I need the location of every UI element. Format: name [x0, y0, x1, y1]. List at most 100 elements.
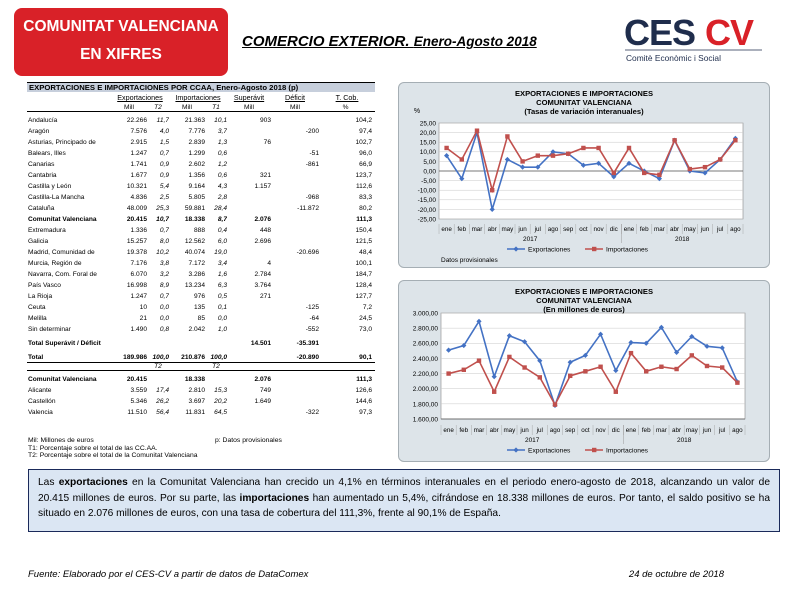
row-label: Aragón	[28, 128, 50, 135]
import-value: 210.876	[181, 353, 205, 361]
table-row: Canarias 1.741 0,9 2.602 1,2 -861 66,9	[27, 159, 375, 170]
year-label: 2017	[525, 437, 540, 444]
data-point	[583, 369, 588, 374]
x-tick-label: ene	[443, 427, 454, 434]
coverage-rate: 112,6	[355, 183, 372, 190]
coverage-rate: 104,2	[355, 117, 372, 124]
x-tick-label: abr	[672, 427, 681, 434]
import-share: 1,6	[217, 271, 227, 278]
row-label: Valencia	[28, 409, 53, 416]
table-row: Castilla-La Mancha 4.836 2,5 5.805 2,8 -968 83…	[27, 192, 375, 203]
row-label: Cataluña	[28, 205, 55, 212]
row-label: Madrid, Comunidad de	[28, 249, 95, 256]
data-point	[689, 353, 694, 358]
export-share: 0,8	[159, 326, 169, 333]
row-label: Total Superávit / Déficit	[28, 340, 101, 347]
data-point	[642, 170, 647, 176]
coverage-rate: 144,6	[355, 398, 372, 405]
x-tick-label: jul	[534, 226, 541, 233]
x-tick-label: abr	[670, 226, 679, 233]
row-label: Sin determinar	[28, 326, 71, 333]
surplus-value: 903	[259, 117, 271, 124]
x-tick-label: ene	[441, 226, 452, 233]
data-point	[505, 134, 510, 139]
data-point	[568, 373, 573, 379]
x-tick-label: feb	[459, 427, 468, 434]
import-share: 28,4	[214, 205, 227, 212]
note-units: Mil: Millones de euros	[28, 437, 94, 444]
y-tick-label: 5,00	[423, 159, 436, 166]
data-point	[657, 172, 662, 178]
note-t1: T1: Porcentaje sobre el total de las CC.…	[28, 444, 158, 452]
coverage-rate: 97,4	[359, 128, 372, 135]
coverage-rate: 66,9	[359, 161, 372, 168]
export-share: 5,4	[159, 183, 169, 190]
header-exports: Exportaciones	[117, 93, 163, 102]
prov-sub-t2: T2	[212, 363, 220, 370]
chart-rates-svg: 25,00 20,00 15,00 10,00 5,00 0,00 -5,00 -10,00 -…	[414, 108, 744, 264]
table-sub-header: Mill T2 Mill T1 Mill Mill %	[27, 103, 375, 112]
page-title-main: COMERCIO EXTERIOR.	[242, 33, 410, 50]
import-share: 1,3	[217, 139, 227, 146]
data-point	[522, 365, 527, 370]
data-point	[687, 166, 692, 172]
row-label: Castilla-La Mancha	[28, 194, 85, 201]
sub-header-t1: T1	[212, 103, 220, 111]
export-value: 11.510	[127, 409, 147, 416]
header-imports: Importaciones	[175, 93, 221, 102]
x-tick-label: jun	[519, 427, 529, 434]
row-label: Galicia	[28, 238, 49, 245]
x-tick-label: ene	[624, 226, 635, 233]
data-point	[611, 170, 616, 176]
table-row: Cantabria 1.677 0,9 1.356 0,6 321 123,7	[27, 170, 375, 181]
data-point	[444, 145, 449, 151]
deficit-value: -200	[305, 128, 319, 135]
summary-part: han aumentado un 5,4%, cifrándose en 18.…	[38, 492, 770, 520]
import-share: 2,8	[217, 194, 227, 201]
import-value: 135	[193, 304, 205, 311]
data-point	[476, 318, 482, 324]
data-point	[674, 366, 679, 372]
legend-label: Importaciones	[606, 246, 649, 253]
row-label: Ceuta	[28, 304, 46, 311]
data-point	[489, 206, 495, 212]
export-share: 2,5	[159, 194, 169, 201]
coverage-rate: 73,0	[359, 326, 372, 333]
deficit-value: -322	[305, 409, 319, 416]
import-share: 3,7	[217, 128, 227, 135]
table-row: Extremadura 1.336 0,7 888 0,4 448 150,4	[27, 225, 375, 236]
import-share: 0,4	[217, 227, 227, 234]
chart2-title-1: EXPORTACIONES E IMPORTACIONES	[514, 287, 654, 296]
coverage-rate: 111,3	[356, 376, 372, 383]
import-value: 2.042	[188, 326, 205, 333]
export-value: 7.576	[130, 128, 147, 135]
export-value: 16.998	[126, 282, 147, 289]
table-row: Melilla 21 0,0 85 0,0 -64 24,5	[27, 313, 375, 324]
header-surplus: Superávit	[233, 93, 265, 102]
export-share: 0,7	[159, 150, 169, 157]
export-share: 0,7	[159, 293, 169, 300]
export-value: 1.490	[130, 326, 147, 333]
data-point	[596, 145, 601, 151]
table-row: Andalucía 22.266 11,7 21.363 10,1 903 104,2	[27, 115, 375, 126]
x-tick-label: oct	[581, 427, 590, 434]
data-point	[613, 389, 618, 394]
export-value: 1.677	[130, 172, 147, 179]
table-row: Asturias, Principado de 2.915 1,5 2.839 1,3 7…	[27, 137, 375, 148]
data-point	[702, 164, 708, 170]
row-label: Navarra, Com. Foral de	[28, 271, 97, 278]
deficit-value: -968	[305, 194, 319, 201]
row-label: Castilla y León	[28, 183, 72, 190]
coverage-rate: 90,1	[359, 353, 372, 361]
import-share: 1,2	[217, 161, 227, 168]
coverage-rate: 111,3	[356, 216, 372, 223]
y-tick-label: 2.000,00	[413, 386, 439, 393]
badge-line-2: EN XIFRES	[80, 46, 162, 63]
y-tick-label: 3.000,00	[413, 310, 439, 317]
data-point	[720, 365, 725, 370]
x-tick-label: ago	[732, 427, 743, 434]
x-tick-label: abr	[488, 226, 497, 233]
x-tick-label: oct	[579, 226, 588, 233]
x-tick-label: mar	[472, 226, 483, 233]
year-label: 2018	[677, 437, 692, 444]
